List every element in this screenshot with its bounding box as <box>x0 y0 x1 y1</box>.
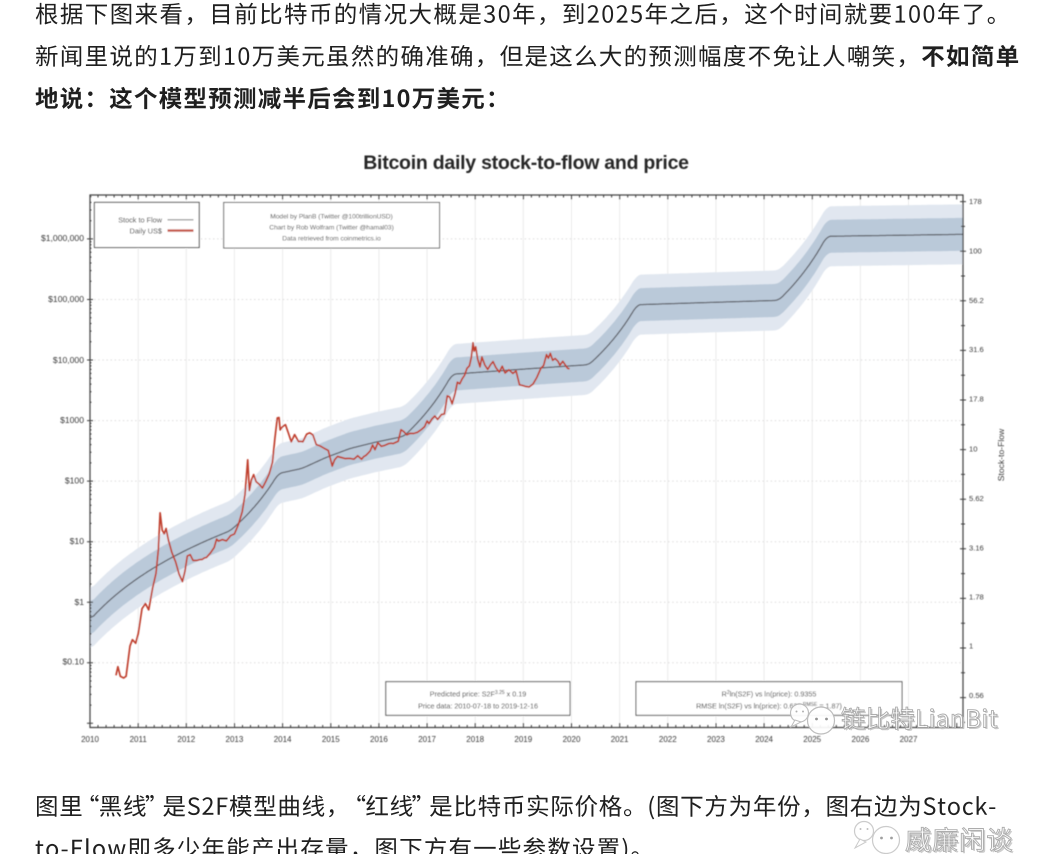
svg-text:2016: 2016 <box>370 735 388 744</box>
svg-text:2010: 2010 <box>81 735 99 744</box>
svg-text:2011: 2011 <box>130 735 148 744</box>
svg-text:17.8: 17.8 <box>969 395 984 404</box>
svg-text:$10,000: $10,000 <box>53 355 84 365</box>
svg-text:$1,000,000: $1,000,000 <box>41 233 84 243</box>
svg-text:$1: $1 <box>74 597 84 607</box>
svg-text:Data retrieved from coinmetric: Data retrieved from coinmetrics.io <box>282 236 381 243</box>
svg-text:$100,000: $100,000 <box>48 294 84 304</box>
svg-text:$0.10: $0.10 <box>62 657 84 667</box>
svg-text:2023: 2023 <box>707 735 725 744</box>
svg-text:1: 1 <box>969 641 973 650</box>
svg-text:56.2: 56.2 <box>969 296 984 305</box>
svg-text:$100: $100 <box>65 476 84 486</box>
svg-text:2026: 2026 <box>852 735 870 744</box>
svg-text:2020: 2020 <box>563 735 581 744</box>
svg-text:100: 100 <box>969 247 982 256</box>
svg-text:2024: 2024 <box>755 735 773 744</box>
svg-text:Predicted price: S2F3.25 x 0.1: Predicted price: S2F3.25 x 0.19 <box>430 690 526 699</box>
svg-text:2022: 2022 <box>659 735 677 744</box>
svg-text:2015: 2015 <box>322 735 340 744</box>
svg-text:Bitcoin daily stock-to-flow an: Bitcoin daily stock-to-flow and price <box>363 152 689 174</box>
svg-text:2025: 2025 <box>803 735 821 744</box>
svg-text:Chart by Rob Wolfram (Twitter: Chart by Rob Wolfram (Twitter @hamal03) <box>269 225 394 232</box>
svg-text:$10: $10 <box>70 536 85 546</box>
svg-text:Stock-to-Flow: Stock-to-Flow <box>996 428 1006 481</box>
svg-text:2013: 2013 <box>226 735 244 744</box>
svg-text:10: 10 <box>969 444 977 453</box>
svg-text:0.56: 0.56 <box>969 691 984 700</box>
svg-text:2012: 2012 <box>177 735 195 744</box>
svg-text:2021: 2021 <box>611 735 629 744</box>
svg-text:2027: 2027 <box>900 735 918 744</box>
svg-text:2017: 2017 <box>418 735 436 744</box>
svg-text:Stock to Flow: Stock to Flow <box>118 215 163 224</box>
svg-text:2019: 2019 <box>514 735 532 744</box>
svg-text:31.6: 31.6 <box>969 345 984 354</box>
svg-text:2014: 2014 <box>274 735 292 744</box>
svg-text:Price data: 2010-07-18 to 2019: Price data: 2010-07-18 to 2019-12-16 <box>418 702 538 711</box>
svg-text:1.78: 1.78 <box>969 592 984 601</box>
svg-text:2018: 2018 <box>466 735 484 744</box>
svg-text:Model by PlanB (Twitter @100tr: Model by PlanB (Twitter @100trillionUSD) <box>270 214 393 221</box>
svg-text:3.16: 3.16 <box>969 544 984 553</box>
svg-text:Daily US$: Daily US$ <box>130 226 162 235</box>
svg-text:178: 178 <box>969 197 982 206</box>
svg-text:$1000: $1000 <box>60 415 84 425</box>
svg-text:5.62: 5.62 <box>969 494 984 503</box>
svg-text:R2ln(S2F) vs ln(price): 0.9355: R2ln(S2F) vs ln(price): 0.9355 <box>722 690 817 699</box>
svg-text:RMSE ln(S2F) vs ln(price): 0.6: RMSE ln(S2F) vs ln(price): 0.625 RMSE = … <box>696 702 842 711</box>
